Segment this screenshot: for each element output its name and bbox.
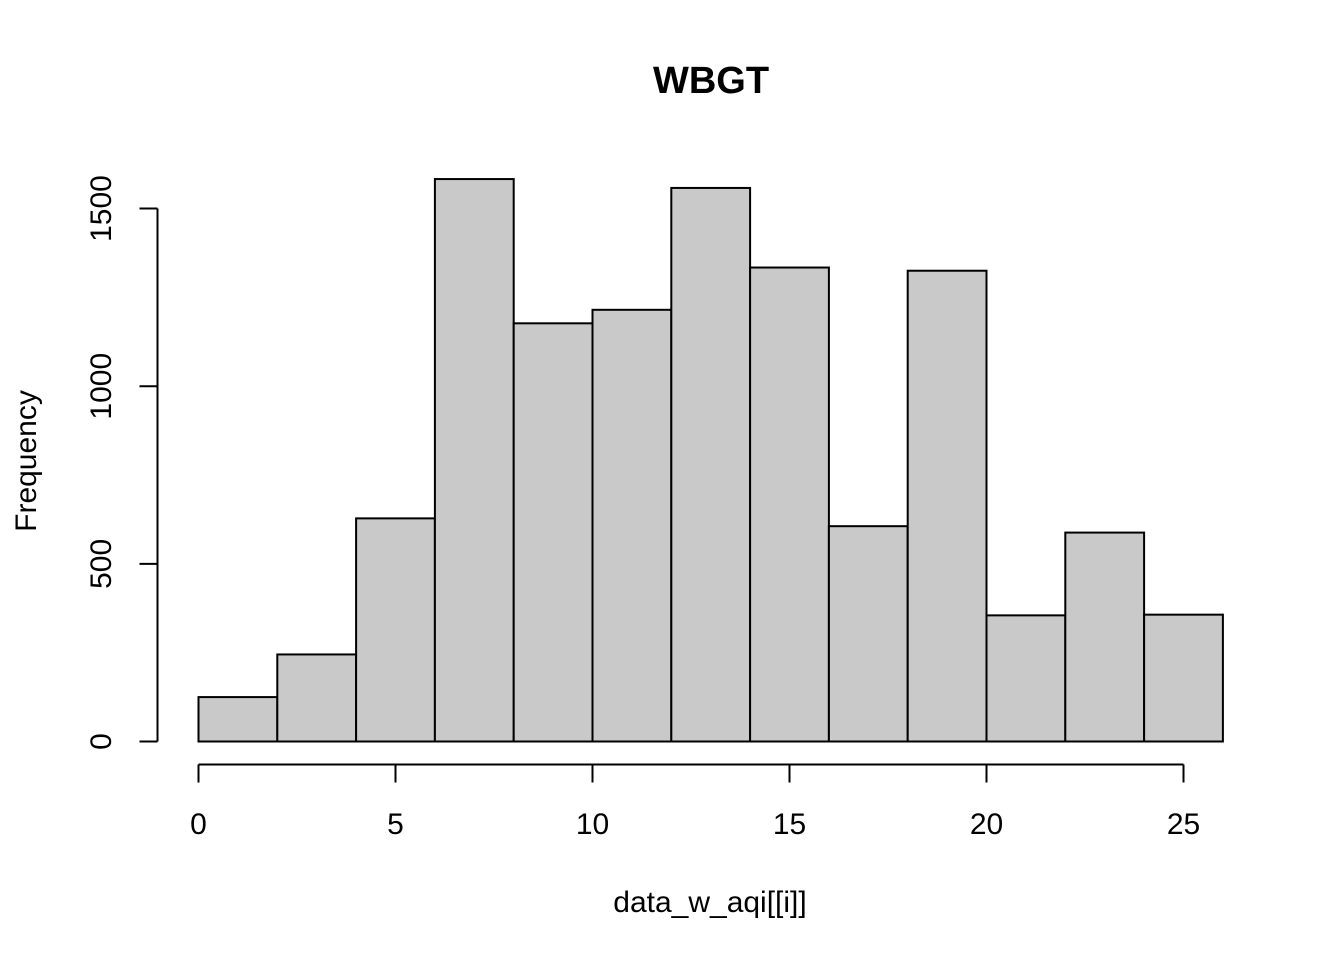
- y-tick-label: 1000: [85, 353, 118, 420]
- histogram-bar: [591, 308, 673, 743]
- y-tick-label: 500: [85, 539, 118, 589]
- histogram-bar: [197, 696, 279, 743]
- x-tick-label: 10: [576, 808, 609, 841]
- x-tick-label: 5: [387, 808, 404, 841]
- y-tick-label: 1500: [85, 175, 118, 242]
- histogram-bar: [1064, 531, 1146, 743]
- histogram-bar: [276, 653, 358, 743]
- histogram-bar: [433, 178, 515, 743]
- histogram-bar: [1143, 613, 1224, 743]
- histogram-bar: [985, 614, 1067, 743]
- histogram-bar: [749, 266, 830, 743]
- bars-group: [197, 178, 1224, 743]
- histogram-bar: [906, 269, 988, 743]
- histogram-bar: [512, 322, 594, 743]
- x-tick-label: 0: [190, 808, 207, 841]
- histogram-bar: [355, 517, 436, 743]
- x-axis-label: data_w_aqi[[i]]: [613, 886, 806, 919]
- x-tick-label: 15: [773, 808, 806, 841]
- histogram-bar: [827, 525, 909, 743]
- y-tick-label: 0: [85, 733, 118, 750]
- histogram-bar: [670, 186, 752, 743]
- y-axis: 0 500 1000 1500: [85, 175, 159, 750]
- x-tick-label: 25: [1167, 808, 1200, 841]
- x-tick-label: 20: [970, 808, 1003, 841]
- chart-title: WBGT: [653, 60, 769, 102]
- x-axis: 0 5 10 15 20 25: [190, 763, 1200, 841]
- y-axis-label: Frequency: [10, 390, 43, 532]
